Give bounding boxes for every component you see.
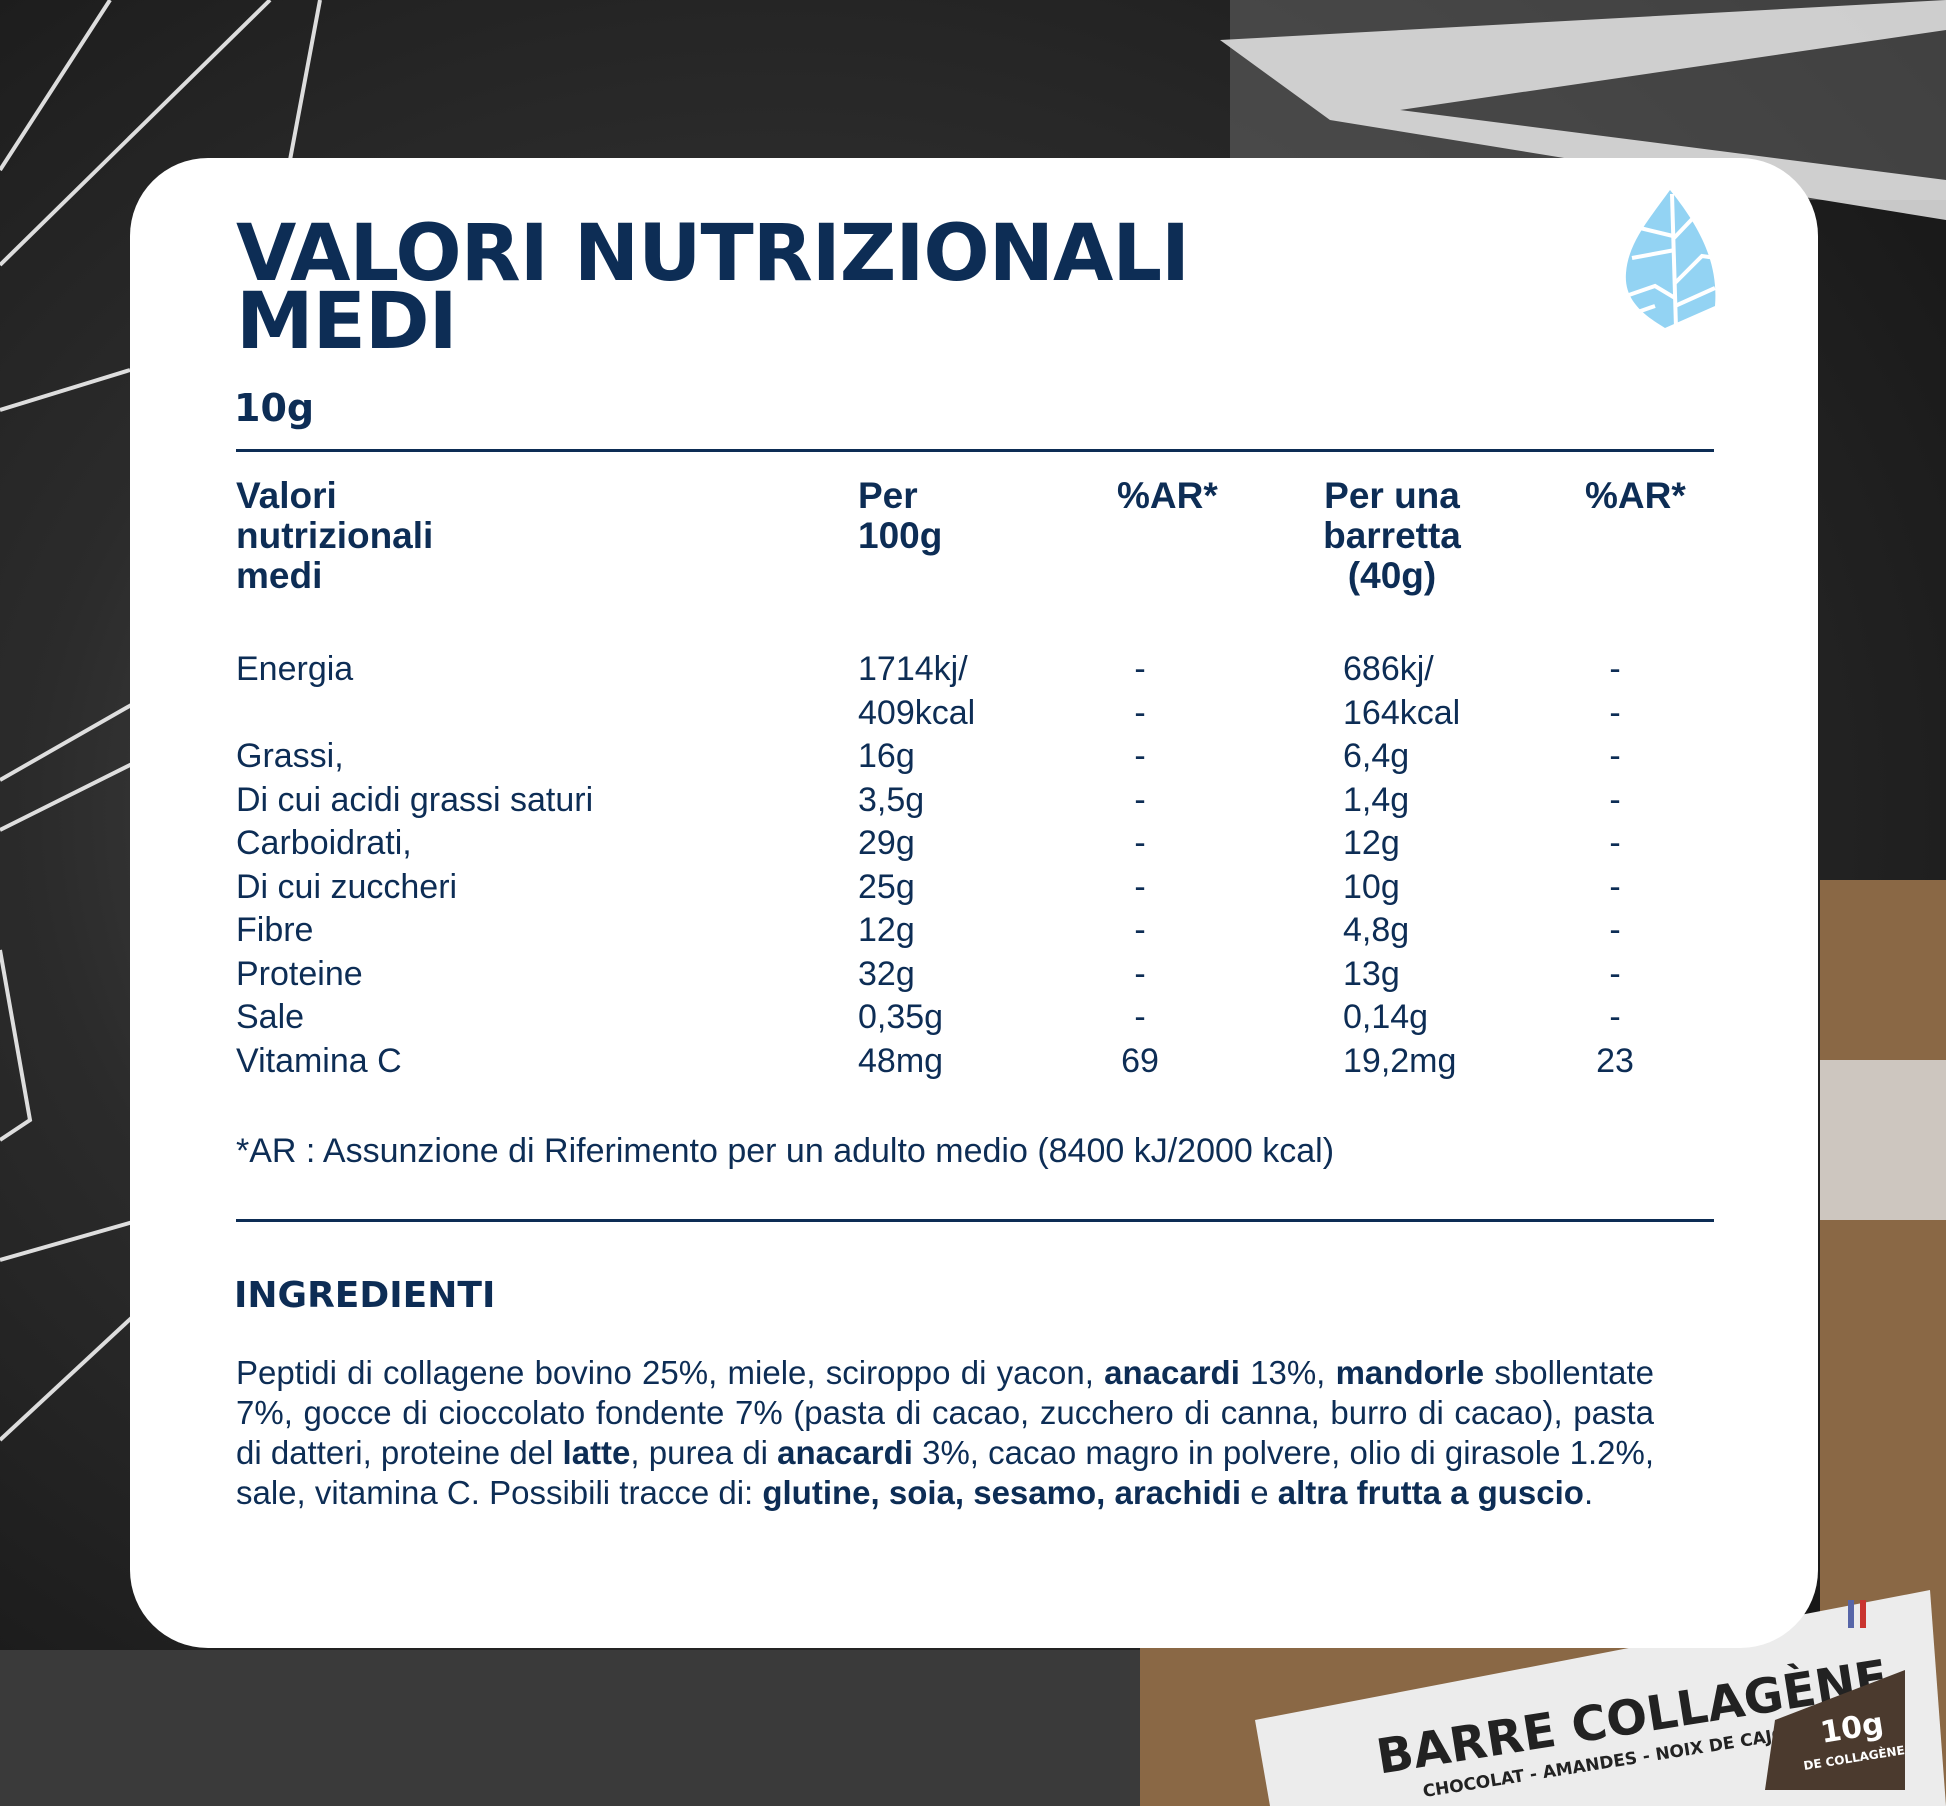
cell-ar1: 69 [1121, 1041, 1159, 1080]
table-row: Di cui zuccheri 25g - 10g - [130, 866, 1818, 909]
allergen: altra frutta a guscio [1277, 1474, 1584, 1511]
cell-ar1: - [1134, 824, 1146, 862]
cell-ar1: - [1134, 737, 1146, 775]
table-row: Carboidrati, 29g - 12g - [130, 822, 1818, 865]
cell-name: Sale [236, 998, 305, 1036]
cell-ar2: 23 [1596, 1041, 1634, 1080]
ingredient-text: , purea di [630, 1434, 778, 1471]
cell-perbar: 10g [1343, 867, 1400, 906]
cell-perbar: 4,8g [1343, 911, 1410, 949]
cell-per100: 12g [858, 911, 915, 949]
header-per-bar: Per una barretta (40g) [1323, 475, 1461, 596]
header-per-100g: Per 100g [858, 475, 943, 556]
header-ar-2: %AR* [1585, 475, 1686, 516]
cell-ar1: - [1134, 954, 1146, 993]
table-row: Di cui acidi grassi saturi 3,5g - 1,4g - [130, 779, 1818, 822]
cell-name: Di cui zuccheri [236, 867, 458, 906]
cell-per100: 48mg [858, 1041, 944, 1080]
cell-name: Proteine [236, 954, 363, 993]
table-row: Proteine 32g - 13g - [130, 953, 1818, 996]
cell-name: Di cui acidi grassi saturi [236, 780, 594, 819]
allergen: glutine, soia, sesamo, arachidi [762, 1474, 1242, 1511]
allergen: mandorle [1335, 1354, 1485, 1391]
cell-ar1: - [1134, 998, 1146, 1036]
table-row: Grassi, 16g - 6,4g - [130, 735, 1818, 778]
cell-perbar: 19,2mg [1343, 1041, 1457, 1080]
nutrition-card: VALORI NUTRIZIONALI MEDI 10g Valori nutri… [130, 158, 1818, 1648]
leaf-logo-icon [1625, 190, 1717, 329]
cell-ar2: - [1609, 954, 1621, 993]
cell-ar1: - [1134, 780, 1146, 819]
table-row: Energia 1714kj/ - 686kj/ - [130, 648, 1818, 691]
cell-ar2: - [1609, 693, 1621, 732]
ingredients-text: Peptidi di collagene bovino 25%, miele, … [236, 1353, 1654, 1513]
cell-ar1: - [1134, 650, 1146, 688]
allergen: anacardi [777, 1434, 913, 1471]
cell-ar2: - [1609, 780, 1621, 819]
title-line-2: MEDI [236, 277, 458, 367]
allergen: latte [562, 1434, 631, 1471]
cell-perbar: 12g [1343, 824, 1400, 862]
cell-per100: 1714kj/ [858, 650, 968, 688]
ingredients-title: INGREDIENTI [234, 1275, 496, 1316]
cell-ar2: - [1609, 737, 1621, 775]
cell-ar2: - [1609, 911, 1621, 949]
cell-per100: 16g [858, 737, 915, 775]
cell-per100: 32g [858, 954, 915, 993]
ingredient-text: . [1583, 1474, 1594, 1511]
cell-ar1: - [1134, 693, 1146, 732]
ingredient-text: 3%, cacao magro in polvere, olio di gira… [236, 1434, 1654, 1511]
cell-per100: 3,5g [858, 780, 925, 819]
cell-per100: 25g [858, 867, 915, 906]
cell-per100: 0,35g [858, 998, 944, 1036]
cell-ar1: - [1134, 911, 1146, 949]
cell-name: Grassi, [236, 737, 344, 775]
serving-size: 10g [234, 386, 315, 430]
cell-perbar: 13g [1343, 954, 1400, 993]
ingredient-text: sbollentate 7%, gocce di cioccolato fond… [236, 1354, 1654, 1471]
cell-ar2: - [1609, 867, 1621, 906]
ingredient-text: 13%, [1239, 1354, 1336, 1391]
cell-name: Fibre [236, 911, 314, 949]
divider [236, 449, 1714, 452]
allergen: anacardi [1104, 1354, 1240, 1391]
cell-perbar: 164kcal [1343, 693, 1461, 732]
ingredient-text: Peptidi di collagene bovino 25%, miele, … [236, 1354, 1105, 1391]
table-row: Fibre 12g - 4,8g - [130, 909, 1818, 952]
cell-perbar: 686kj/ [1343, 650, 1434, 688]
cell-perbar: 0,14g [1343, 998, 1429, 1036]
header-nutrients: Valori nutrizionali medi [236, 475, 434, 596]
table-row: Sale 0,35g - 0,14g - [130, 996, 1818, 1039]
cell-ar2: - [1609, 824, 1621, 862]
table-row: Vitamina C 48mg 69 19,2mg 23 [130, 1040, 1818, 1083]
cell-perbar: 6,4g [1343, 737, 1410, 775]
cell-name: Energia [236, 650, 354, 688]
cell-name: Vitamina C [236, 1041, 402, 1080]
page-title: VALORI NUTRIZIONALI MEDI [236, 209, 1190, 367]
header-ar-1: %AR* [1117, 475, 1218, 516]
cell-per100: 409kcal [858, 693, 976, 732]
cell-per100: 29g [858, 824, 915, 862]
cell-ar2: - [1609, 998, 1621, 1036]
cell-name: Carboidrati, [236, 824, 412, 862]
footnote: *AR : Assunzione di Riferimento per un a… [236, 1132, 1335, 1170]
title-line-1: VALORI NUTRIZIONALI [236, 209, 1190, 299]
ingredient-text: e [1241, 1474, 1278, 1511]
cell-perbar: 1,4g [1343, 780, 1410, 819]
cell-ar2: - [1609, 650, 1621, 688]
cell-ar1: - [1134, 867, 1146, 906]
divider [236, 1219, 1714, 1222]
table-row: 409kcal - 164kcal - [130, 692, 1818, 735]
